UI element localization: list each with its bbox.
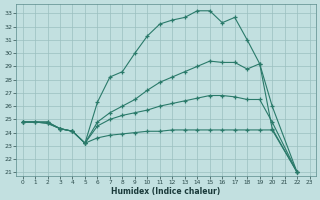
X-axis label: Humidex (Indice chaleur): Humidex (Indice chaleur) [111, 187, 221, 196]
